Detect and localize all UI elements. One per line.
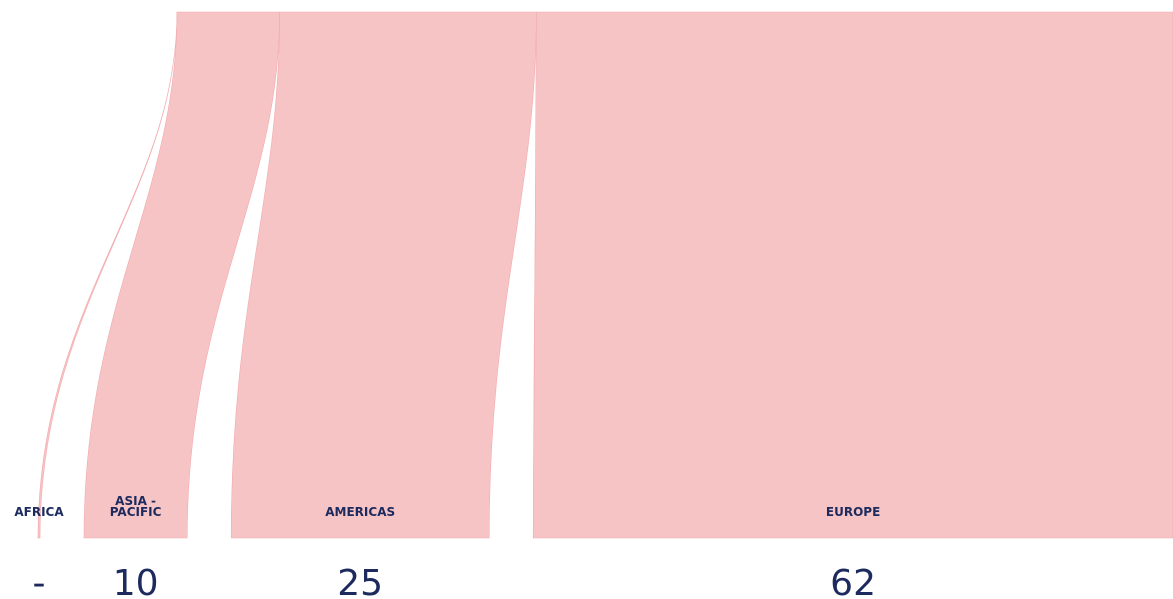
region-label-europe: EUROPE: [826, 505, 880, 519]
region-label-africa: AFRICA: [14, 505, 64, 519]
region-values: - 10 25 62: [33, 563, 876, 599]
region-labels: AFRICA ASIA -PACIFIC AMERICAS EUROPE: [14, 494, 880, 519]
region-value-africa: -: [33, 563, 46, 599]
flow-band-asia-pacific: [83, 11, 280, 539]
region-label-asia-pacific: ASIA -PACIFIC: [110, 494, 162, 519]
region-value-europe: 62: [830, 563, 876, 599]
flow-band-europe: [532, 11, 1173, 539]
flow-bands: [37, 11, 1173, 539]
region-value-americas: 25: [337, 563, 383, 599]
flow-band-africa: [37, 11, 178, 539]
region-value-asia-pacific: 10: [113, 563, 159, 599]
flow-band-americas: [230, 11, 537, 539]
region-label-americas: AMERICAS: [325, 505, 395, 519]
